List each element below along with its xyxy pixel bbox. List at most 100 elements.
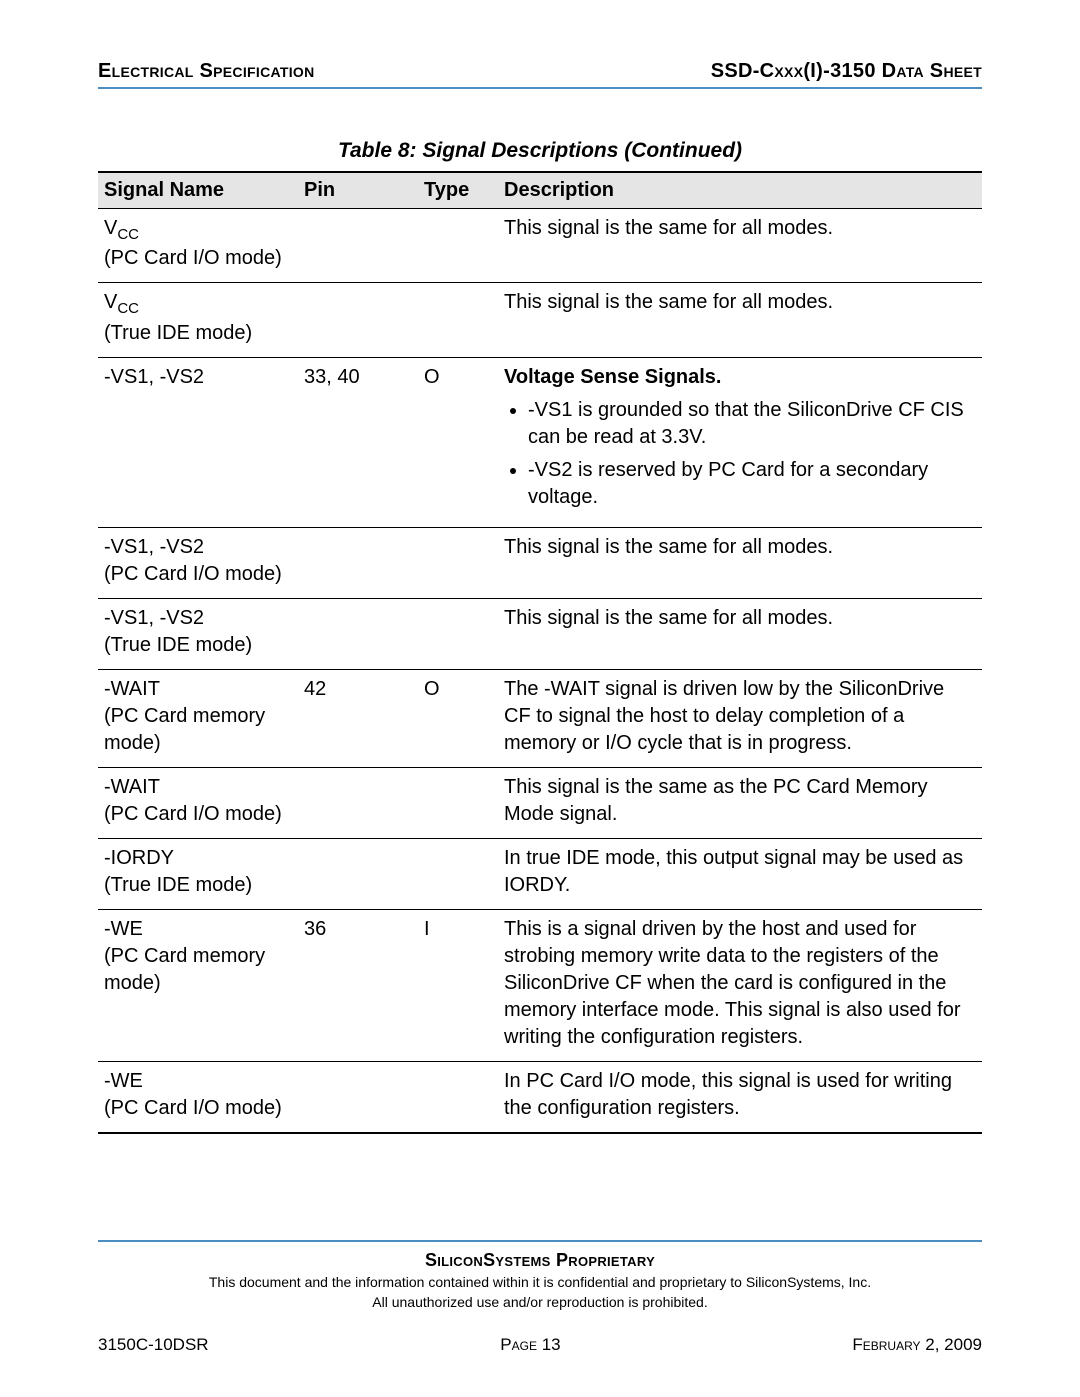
table-row: -IORDY (True IDE mode) In true IDE mode, t…	[98, 838, 982, 909]
confidential-line-1: This document and the information contai…	[98, 1273, 982, 1291]
signal-mode-note: (PC Card I/O mode)	[104, 245, 292, 272]
description-text: The -WAIT signal is driven low by the Si…	[504, 678, 944, 754]
signal-mode-note: (True IDE mode)	[104, 872, 292, 899]
cell-pin: 42	[298, 669, 418, 767]
signal-mode-note: (True IDE mode)	[104, 320, 292, 347]
cell-type: I	[418, 909, 498, 1061]
cell-description: This signal is the same for all modes.	[498, 283, 982, 357]
signal-main: -WE	[104, 1070, 143, 1092]
cell-type	[418, 767, 498, 838]
cell-type	[418, 209, 498, 283]
table-row: VCC (True IDE mode) This signal is the sam…	[98, 283, 982, 357]
cell-pin	[298, 767, 418, 838]
description-text: This signal is the same for all modes.	[504, 291, 833, 313]
cell-description: In true IDE mode, this output signal may…	[498, 838, 982, 909]
cell-pin: 36	[298, 909, 418, 1061]
signal-main: -WAIT	[104, 776, 160, 798]
cell-type: O	[418, 669, 498, 767]
description-bullet: -VS2 is reserved by PC Card for a second…	[528, 457, 976, 511]
confidential-line-2: All unauthorized use and/or reproduction…	[98, 1293, 982, 1311]
signal-main: -WE	[104, 918, 143, 940]
table-row: -WAIT (PC Card memory mode)42OThe -WAIT s…	[98, 669, 982, 767]
signal-main: V	[104, 291, 117, 313]
signal-mode-note: (PC Card memory mode)	[104, 703, 292, 757]
table-row: -WE (PC Card memory mode)36IThis is a sig…	[98, 909, 982, 1061]
doc-id: 3150C-10DSR	[98, 1335, 209, 1355]
cell-pin	[298, 1061, 418, 1133]
cell-type	[418, 1061, 498, 1133]
cell-type: O	[418, 357, 498, 527]
description-bullet: -VS1 is grounded so that the SiliconDriv…	[528, 397, 976, 451]
table-row: -WAIT(PC Card I/O mode) This signal is th…	[98, 767, 982, 838]
footer-rule	[98, 1240, 982, 1242]
table-row: -VS1, -VS2 (True IDE mode) This signal is …	[98, 598, 982, 669]
cell-description: Voltage Sense Signals. -VS1 is grounded s…	[498, 357, 982, 527]
signal-main: -WAIT	[104, 678, 160, 700]
cell-signal-name: VCC (PC Card I/O mode)	[98, 209, 298, 283]
table-row: -WE (PC Card I/O mode) In PC Card I/O mode…	[98, 1061, 982, 1133]
cell-description: This signal is the same for all modes.	[498, 598, 982, 669]
cell-signal-name: -WAIT (PC Card memory mode)	[98, 669, 298, 767]
cell-signal-name: -VS1, -VS2 (PC Card I/O mode)	[98, 527, 298, 598]
signal-subscript: CC	[117, 300, 139, 317]
cell-description: This signal is the same for all modes.	[498, 209, 982, 283]
signal-main: -VS1, -VS2	[104, 536, 204, 558]
signal-main: -VS1, -VS2	[104, 366, 204, 388]
cell-signal-name: -VS1, -VS2	[98, 357, 298, 527]
col-type: Type	[418, 172, 498, 209]
signal-subscript: CC	[117, 226, 139, 243]
signal-mode-note: (PC Card memory mode)	[104, 943, 292, 997]
description-text: This signal is the same for all modes.	[504, 607, 833, 629]
table-header-row: Signal Name Pin Type Description	[98, 172, 982, 209]
col-signal-name: Signal Name	[98, 172, 298, 209]
page-header: Electrical Specification SSD-Cxxx(I)-315…	[98, 60, 982, 89]
description-text: This signal is the same for all modes.	[504, 536, 833, 558]
table-row: VCC (PC Card I/O mode) This signal is the …	[98, 209, 982, 283]
cell-pin	[298, 527, 418, 598]
header-section-title: Electrical Specification	[98, 60, 315, 83]
signal-mode-note: (PC Card I/O mode)	[104, 1095, 292, 1122]
description-text: In PC Card I/O mode, this signal is used…	[504, 1070, 952, 1119]
description-text: This is a signal driven by the host and …	[504, 918, 961, 1048]
cell-description: This signal is the same for all modes.	[498, 527, 982, 598]
doc-date: February 2, 2009	[852, 1335, 982, 1355]
signal-main: -IORDY	[104, 847, 174, 869]
header-doc-title: SSD-Cxxx(I)-3150 Data Sheet	[711, 60, 982, 83]
cell-description: This signal is the same as the PC Card M…	[498, 767, 982, 838]
cell-pin	[298, 209, 418, 283]
table-row: -VS1, -VS2 33, 40O Voltage Sense Signals. -…	[98, 357, 982, 527]
cell-signal-name: -WAIT(PC Card I/O mode)	[98, 767, 298, 838]
cell-pin	[298, 283, 418, 357]
description-lead: Voltage Sense Signals.	[504, 366, 721, 388]
cell-signal-name: -IORDY (True IDE mode)	[98, 838, 298, 909]
page-footer: SiliconSystems Proprietary This document…	[98, 1240, 982, 1355]
table-caption: Table 8: Signal Descriptions (Continued)	[98, 139, 982, 163]
proprietary-label: SiliconSystems Proprietary	[98, 1250, 982, 1271]
cell-description: This is a signal driven by the host and …	[498, 909, 982, 1061]
cell-signal-name: VCC (True IDE mode)	[98, 283, 298, 357]
page-number: Page 13	[500, 1335, 560, 1355]
cell-type	[418, 527, 498, 598]
cell-type	[418, 598, 498, 669]
description-text: This signal is the same for all modes.	[504, 217, 833, 239]
cell-signal-name: -WE (PC Card I/O mode)	[98, 1061, 298, 1133]
cell-type	[418, 283, 498, 357]
cell-pin: 33, 40	[298, 357, 418, 527]
signal-mode-note: (True IDE mode)	[104, 632, 292, 659]
col-description: Description	[498, 172, 982, 209]
description-bullets: -VS1 is grounded so that the SiliconDriv…	[504, 397, 976, 511]
signal-main: -VS1, -VS2	[104, 607, 204, 629]
cell-pin	[298, 598, 418, 669]
cell-type	[418, 838, 498, 909]
description-text: In true IDE mode, this output signal may…	[504, 847, 963, 896]
description-text: This signal is the same as the PC Card M…	[504, 776, 928, 825]
footer-bottom-row: 3150C-10DSR Page 13 February 2, 2009	[98, 1335, 982, 1355]
signal-mode-note: (PC Card I/O mode)	[104, 561, 292, 588]
signal-table: Signal Name Pin Type Description VCC(PC …	[98, 171, 982, 1134]
col-pin: Pin	[298, 172, 418, 209]
cell-pin	[298, 838, 418, 909]
cell-signal-name: -WE (PC Card memory mode)	[98, 909, 298, 1061]
signal-main: V	[104, 217, 117, 239]
cell-description: In PC Card I/O mode, this signal is used…	[498, 1061, 982, 1133]
cell-signal-name: -VS1, -VS2 (True IDE mode)	[98, 598, 298, 669]
